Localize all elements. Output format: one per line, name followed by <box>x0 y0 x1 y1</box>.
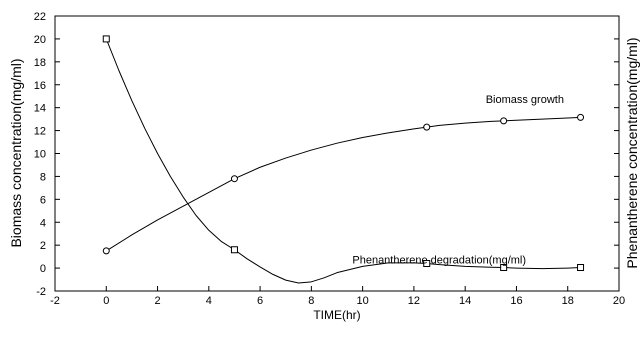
y-tick-label: 14 <box>34 103 46 115</box>
data-point-square <box>230 246 238 254</box>
x-tick-label: 20 <box>613 295 625 307</box>
data-point-circle <box>577 113 585 121</box>
x-axis-label: TIME(hr) <box>313 308 360 322</box>
data-point-square <box>102 35 110 43</box>
y-tick-label: 18 <box>34 57 46 69</box>
y-tick-label: 12 <box>34 126 46 138</box>
y-tick-label: 8 <box>40 171 46 183</box>
y-tick-label: 6 <box>40 194 46 206</box>
data-point-square <box>577 264 585 272</box>
data-point-circle <box>230 175 238 183</box>
data-point-circle <box>423 123 431 131</box>
series-curves <box>105 38 581 284</box>
data-point-square <box>423 260 431 267</box>
series-annotation: Biomass growth <box>486 94 564 106</box>
x-tick-label: 16 <box>510 295 522 307</box>
y-tick-label: 16 <box>34 80 46 92</box>
x-axis-ticks: -2 0 2 4 6 8 10 12 14 16 18 20 <box>50 286 625 307</box>
x-tick-label: 0 <box>103 295 109 307</box>
y-tick-label: 4 <box>40 217 46 229</box>
x-tick-label: 8 <box>308 295 314 307</box>
x-tick-label: 14 <box>459 295 471 307</box>
y-tick-label: 0 <box>40 263 46 275</box>
plot-frame <box>54 15 620 292</box>
x-tick-label: 4 <box>206 295 212 307</box>
series-line-1 <box>105 38 581 284</box>
data-point-circle <box>500 117 508 125</box>
y-tick-label: 20 <box>34 34 46 46</box>
x-tick-label: 2 <box>154 295 160 307</box>
x-tick-label: 18 <box>562 295 574 307</box>
y2-axis-label: Phenantherene concentration(mg/ml) <box>624 37 640 268</box>
data-point-square <box>500 264 508 272</box>
y-tick-label: -2 <box>36 286 46 298</box>
x-tick-label: 10 <box>357 295 369 307</box>
data-point-circle <box>102 247 110 255</box>
annotations: Biomass growth Phenantherene degradation(… <box>352 94 564 266</box>
series-markers <box>102 35 585 272</box>
y-axis-label: Biomass concentration(mg/ml) <box>8 58 24 247</box>
y-tick-label: 2 <box>40 240 46 252</box>
x-tick-label: -2 <box>50 295 60 307</box>
series-line-0 <box>106 116 581 252</box>
y-tick-label: 22 <box>34 11 46 23</box>
series-annotation: Phenantherene degradation(mg/ml) <box>352 255 526 267</box>
y-tick-label: 10 <box>34 149 46 161</box>
y-axis-ticks: -2 0 2 4 6 8 10 12 14 16 18 20 22 <box>34 11 619 298</box>
x-tick-label: 12 <box>408 295 420 307</box>
x-tick-label: 6 <box>257 295 263 307</box>
